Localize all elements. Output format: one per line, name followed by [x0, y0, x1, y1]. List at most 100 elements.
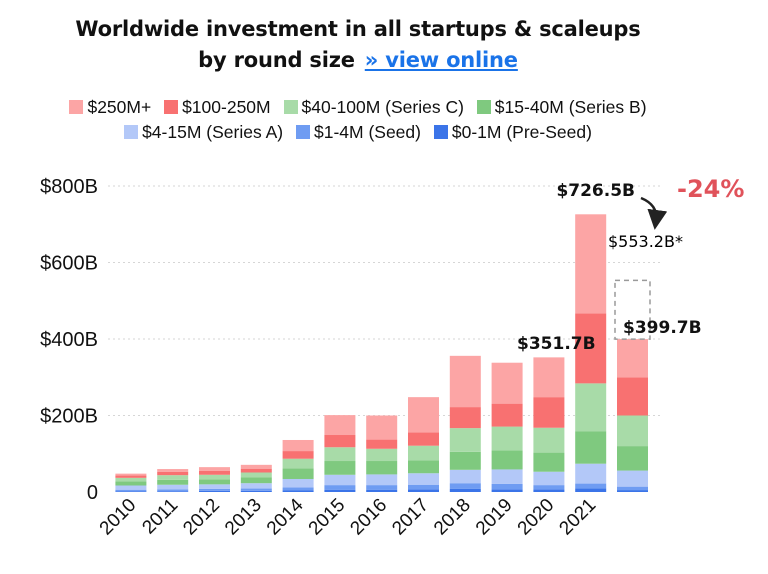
bar-segment [408, 484, 439, 490]
bar-segment [324, 447, 356, 462]
bar-segment [491, 426, 523, 451]
legend-swatch [433, 125, 448, 139]
bar-segment [282, 478, 314, 488]
bar-segment [324, 474, 356, 486]
bar-segment [240, 477, 272, 484]
bar-segment [115, 473, 147, 476]
x-tick-label: 2020 [514, 495, 559, 540]
bar-segment [533, 427, 565, 453]
bar-segment [115, 481, 147, 486]
bar-segment [575, 463, 607, 484]
legend-swatch [283, 100, 298, 114]
bar-segment [491, 450, 523, 470]
bar-segment [449, 488, 481, 492]
bar-segment [408, 432, 439, 446]
bar-segment [240, 483, 272, 489]
x-tick-label: 2010 [96, 495, 141, 540]
bar-segment [617, 377, 648, 416]
x-tick-label: 2021 [555, 495, 600, 540]
bar-segment [324, 415, 356, 436]
bar-segment [491, 483, 523, 490]
bar-segment [449, 428, 481, 452]
bar-segment [240, 490, 272, 492]
legend-label: $0-1M (Pre-Seed) [451, 122, 592, 142]
bar-segment [115, 491, 147, 492]
bar-segment [115, 475, 147, 478]
bar-segment [324, 435, 356, 448]
annotations: $726.5B -24% $553.2B* $399.7B $351.7B [517, 175, 744, 354]
bar-segment [199, 490, 230, 492]
bar-segment [282, 468, 314, 479]
legend-label: $40-100M (Series C) [301, 97, 464, 117]
bar-segment [282, 490, 314, 492]
bar-segment [408, 460, 439, 474]
decline-arrow [640, 196, 668, 230]
bar-segment [533, 489, 565, 492]
bar-segment [533, 452, 565, 472]
bar-segment [575, 483, 607, 489]
bar-segment [282, 439, 314, 452]
bar-segment [199, 467, 230, 471]
x-tick-label: 2016 [346, 495, 391, 540]
bar-segment [617, 339, 648, 378]
legend-item-4-15m: $4-15M (Series A) [124, 121, 283, 143]
bar-segment [157, 471, 189, 476]
bar-segment [282, 451, 314, 459]
x-tick-label: 2014 [263, 494, 308, 539]
legend-swatch [476, 100, 491, 114]
x-tick-label: 2018 [430, 495, 475, 540]
chart-title: Worldwide investment in all startups & s… [0, 14, 716, 76]
legend-swatch [164, 100, 179, 114]
x-tick-label: 2019 [472, 495, 517, 540]
title-line-2: by round size » view online [0, 45, 716, 76]
bar-segment [157, 475, 189, 480]
legend-item-1-4m: $1-4M (Seed) [295, 121, 421, 143]
bar-segment [324, 489, 356, 492]
bar-segment [575, 383, 607, 432]
bar-segment [199, 474, 230, 480]
y-tick-label: $200B [40, 406, 98, 428]
bar-segment [366, 461, 398, 475]
x-tick-label: 2015 [305, 495, 350, 540]
legend-item-15-40m: $15-40M (Series B) [476, 96, 647, 118]
legend-swatch [295, 125, 310, 139]
legend-label: $1-4M (Seed) [313, 122, 421, 142]
bar-segment [115, 485, 147, 490]
legend-item-250m-plus: $250M+ [69, 96, 151, 118]
bar-segment [617, 470, 648, 487]
bars [115, 214, 648, 492]
bar-segment [324, 461, 356, 475]
x-tick-label: 2017 [388, 495, 433, 540]
legend-item-0-1m: $0-1M (Pre-Seed) [433, 121, 592, 143]
bar-segment [533, 357, 565, 398]
y-tick-label: 0 [87, 482, 98, 504]
bar-segment [617, 490, 648, 492]
bar-segment [366, 415, 398, 440]
legend-swatch [124, 125, 139, 139]
view-online-link[interactable]: » view online [364, 48, 518, 72]
bar-segment [533, 485, 565, 490]
y-tick-label: $400B [40, 329, 98, 351]
x-tick-label: 2013 [221, 495, 266, 540]
bar-segment [449, 451, 481, 470]
title-subtitle: by round size [198, 48, 355, 72]
bar-segment [157, 491, 189, 492]
bar-segment [199, 484, 230, 489]
bar-segment [199, 488, 230, 491]
bar-segment [115, 489, 147, 492]
bar-segment [575, 214, 607, 314]
bar-segment [157, 469, 189, 472]
legend-label: $250M+ [87, 97, 152, 117]
bar-segment [449, 483, 481, 489]
bar-segment [366, 489, 398, 492]
bar-segment [366, 439, 398, 449]
bar-segment [240, 472, 272, 478]
bar-segment [408, 445, 439, 461]
estimate-box [614, 279, 651, 340]
legend-item-100-250m: $100-250M [164, 96, 271, 118]
bar-segment [575, 313, 607, 384]
bar-segment [282, 487, 314, 491]
total-label-2019: $351.7B [517, 334, 596, 354]
bar-segment [199, 470, 230, 475]
